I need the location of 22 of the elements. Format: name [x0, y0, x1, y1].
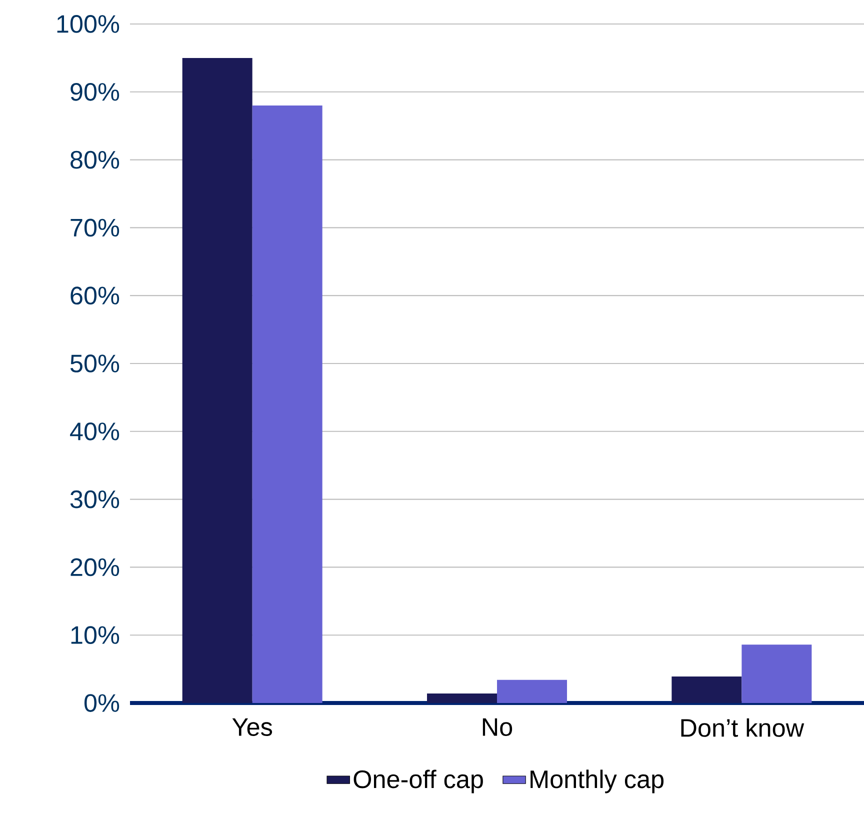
x-tick-label: Yes — [232, 718, 272, 736]
bar — [182, 58, 252, 703]
y-tick-label: 90% — [70, 82, 120, 101]
bar — [672, 676, 742, 703]
legend-label: One-off cap — [354, 770, 483, 794]
bar — [497, 680, 568, 703]
bar — [252, 105, 322, 703]
bar — [742, 644, 812, 703]
y-tick-label: 40% — [70, 422, 120, 440]
y-tick-label: 50% — [70, 354, 120, 372]
y-tick-label: 100% — [57, 15, 120, 33]
x-tick-label: Don’t know — [681, 718, 804, 737]
y-tick-label: 0% — [84, 694, 120, 712]
y-tick-label: 70% — [70, 218, 120, 237]
x-tick-label: No — [482, 718, 512, 736]
y-tick-label: 80% — [70, 150, 120, 169]
bar — [427, 693, 498, 703]
y-tick-label: 20% — [70, 558, 120, 576]
y-tick-label: 10% — [71, 626, 120, 644]
y-tick-label: 30% — [70, 490, 120, 508]
legend-label: Monthly cap — [530, 770, 664, 794]
y-tick-label: 60% — [70, 286, 120, 305]
